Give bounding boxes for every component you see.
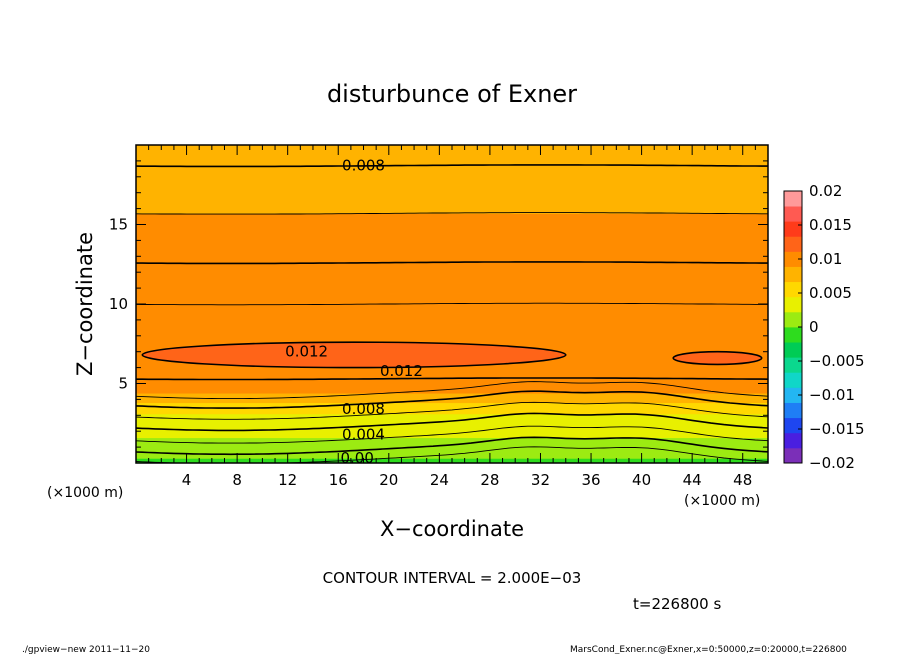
contour-layer-5	[136, 402, 768, 415]
colorbar-segment	[784, 387, 802, 403]
x-unit-right: (×1000 m)	[684, 493, 760, 509]
colorbar-tick-label: 0.02	[809, 182, 842, 200]
contour-line-8	[136, 377, 768, 381]
colorbar-segment	[784, 296, 802, 313]
time-label: t=226800 s	[633, 595, 721, 613]
colorbar-tick-label: −0.01	[809, 386, 855, 404]
colorbar-segment	[784, 221, 802, 237]
colorbar-segment	[784, 311, 802, 328]
x-axis-label: X−coordinate	[380, 517, 524, 541]
colorbar-tick-label: 0	[809, 318, 819, 336]
colorbar-tick-label: 0.015	[809, 216, 852, 234]
colorbar-segment	[784, 447, 802, 464]
contour-layer-2	[136, 437, 768, 450]
colorbar-segment	[784, 236, 802, 252]
colorbar-segment	[784, 251, 802, 267]
maximum-region-1	[672, 350, 763, 366]
contour-line-9	[136, 302, 768, 306]
contour-interval-label: CONTOUR INTERVAL = 2.000E−03	[323, 569, 582, 587]
colorbar-segment	[784, 266, 802, 283]
contour-label-1: 0.012	[285, 343, 328, 361]
colorbar-segment	[784, 327, 802, 343]
colorbar-tick-label: −0.015	[809, 420, 865, 438]
contour-line-11	[136, 212, 768, 215]
colorbar-tick-label: 0.005	[809, 284, 852, 302]
x-tick-label: 20	[379, 471, 398, 489]
contour-layer-12	[136, 145, 768, 167]
contour-lines	[136, 164, 768, 463]
colorbar-segment	[784, 402, 802, 419]
x-tick-label: 12	[278, 471, 297, 489]
colorbar-tick-label: 0.01	[809, 250, 842, 268]
contour-line-10	[136, 261, 768, 265]
contour-layer-1	[136, 448, 768, 459]
x-tick-label: 24	[430, 471, 449, 489]
contour-label-2: 0.012	[380, 362, 423, 380]
contour-layer-3	[136, 424, 768, 439]
maximum-region-0	[141, 341, 567, 369]
colorbar-segment	[784, 191, 802, 207]
colorbar-segment	[784, 281, 802, 298]
x-tick-label: 44	[683, 471, 702, 489]
contour-label-3: 0.008	[342, 400, 385, 418]
colorbar-segment	[784, 206, 802, 222]
colorbar-segment	[784, 357, 802, 373]
y-axis-label: Z−coordinate	[73, 232, 97, 376]
contour-layer-8	[136, 304, 768, 380]
y-axis-ticks: 5 10 15	[109, 160, 768, 448]
colorbar-segment	[784, 417, 802, 434]
footer-right: MarsCond_Exner.nc@Exner,x=0:50000,z=0:20…	[570, 645, 847, 654]
x-axis-ticks: 4 8 12 16 20 24 28 32 36 40 44 48	[148, 145, 756, 489]
contour-layer-10	[136, 213, 768, 264]
contour-fill-layers	[136, 145, 768, 463]
y-tick-label: 5	[118, 375, 128, 393]
x-tick-label: 16	[329, 471, 348, 489]
contour-line-2	[136, 436, 768, 456]
colorbar-segment	[784, 432, 802, 449]
contour-line-5	[136, 401, 768, 420]
contour-layer-11	[136, 165, 768, 214]
x-tick-label: 4	[182, 471, 192, 489]
contour-line-6	[136, 390, 768, 409]
y-tick-label: 10	[109, 295, 128, 313]
contour-layer-9	[136, 262, 768, 305]
colorbar-tick-label: −0.02	[809, 454, 855, 472]
contour-line-4	[136, 412, 768, 432]
contour-line-7	[136, 381, 768, 400]
x-tick-label: 32	[531, 471, 550, 489]
x-tick-label: 28	[480, 471, 499, 489]
x-unit-left: (×1000 m)	[47, 485, 123, 501]
x-tick-label: 48	[733, 471, 752, 489]
x-tick-label: 8	[232, 471, 242, 489]
contour-line-1	[136, 446, 768, 463]
contour-line-3	[136, 425, 768, 444]
colorbar-segment	[784, 372, 802, 388]
y-tick-label: 15	[109, 216, 128, 234]
contour-label-0: 0.008	[342, 157, 385, 175]
footer-left: ./gpview−new 2011−11−20	[22, 645, 150, 654]
colorbar: 0.02 0.015 0.01 0.005 0 −0.005 −0.01 −0.015 −0.0…	[783, 182, 865, 472]
chart-title: disturbunce of Exner	[327, 80, 577, 108]
colorbar-segment	[784, 342, 802, 358]
contour-line-12	[136, 164, 768, 168]
contour-label-4: 0.004	[342, 425, 385, 443]
contour-layer-4	[136, 413, 768, 426]
x-tick-label: 40	[632, 471, 651, 489]
x-tick-label: 36	[581, 471, 600, 489]
colorbar-tick-label: −0.005	[809, 352, 865, 370]
